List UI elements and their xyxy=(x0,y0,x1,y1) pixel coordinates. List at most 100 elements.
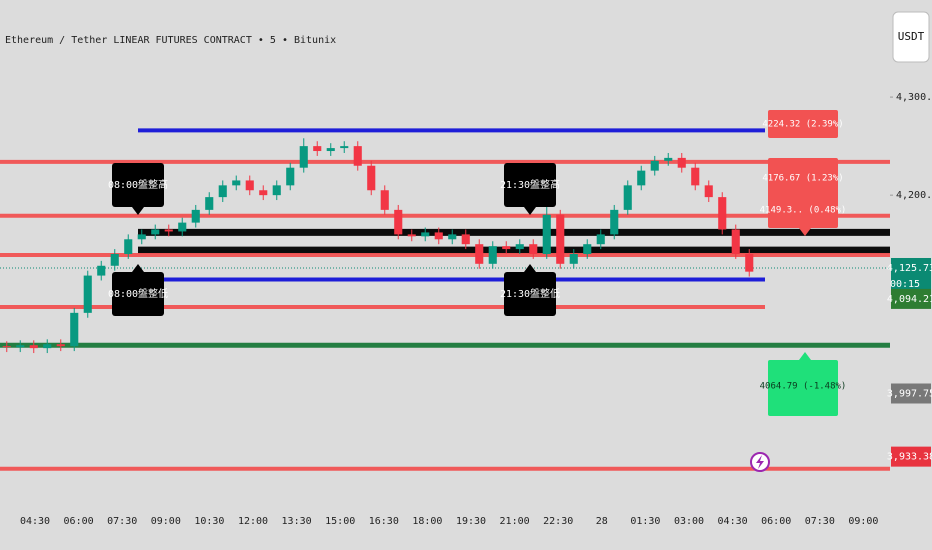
candle-body xyxy=(664,157,673,161)
candle-body xyxy=(434,232,443,240)
annotation-box xyxy=(504,272,556,316)
candle-body xyxy=(137,234,146,240)
candle-body xyxy=(488,246,497,264)
candle-body xyxy=(394,209,403,235)
price-marker xyxy=(891,257,931,294)
x-tick-label: 16:30 xyxy=(369,516,399,527)
candle-body xyxy=(43,344,52,349)
target-pointer xyxy=(799,352,811,360)
indicator-bolt xyxy=(756,455,764,469)
target-box xyxy=(768,360,838,416)
candle-body xyxy=(704,185,713,198)
x-tick-label: 06:00 xyxy=(64,516,94,527)
target-pointer xyxy=(799,228,811,236)
currency[interactable]: USDT xyxy=(898,30,925,43)
target-label: 4064.79 (-1.48%) xyxy=(760,382,847,392)
candle-body xyxy=(731,229,740,254)
price-marker xyxy=(891,383,931,404)
annotation-box xyxy=(112,272,164,316)
candle-body xyxy=(556,214,565,264)
x-tick-label: 13:30 xyxy=(282,516,312,527)
candle-body xyxy=(16,345,25,348)
x-tick-label: 19:30 xyxy=(456,516,486,527)
candle-body xyxy=(326,148,335,152)
candle-body xyxy=(205,197,214,210)
candle-body xyxy=(151,229,160,235)
candle-body xyxy=(718,197,727,230)
annotation-pointer xyxy=(524,264,536,272)
candle-body xyxy=(502,246,511,250)
x-tick-label: 09:00 xyxy=(848,516,878,527)
chart-title: Ethereum / Tether LINEAR FUTURES CONTRAC… xyxy=(5,35,336,46)
price-marker-label: 4,125.73 xyxy=(887,263,932,274)
candle-body xyxy=(691,167,700,186)
candle-body xyxy=(178,222,187,232)
candle-body xyxy=(529,244,538,254)
x-tick-label: 15:00 xyxy=(325,516,355,527)
x-tick-label: 12:00 xyxy=(238,516,268,527)
price-marker xyxy=(891,288,931,309)
candle-body xyxy=(70,312,79,347)
candle-body xyxy=(367,165,376,191)
candle-body xyxy=(745,254,754,272)
x-tick-label: 10:30 xyxy=(194,516,224,527)
candle-body xyxy=(353,146,362,166)
candle-body xyxy=(596,234,605,245)
candle-body xyxy=(299,146,308,168)
price-marker xyxy=(891,446,931,467)
candle-body xyxy=(583,244,592,254)
x-tick-label: 06:00 xyxy=(761,516,791,527)
target-label: 4149.3.. (0.48%) xyxy=(760,206,847,216)
annotation-pointer xyxy=(524,207,536,215)
candle-body xyxy=(650,160,659,171)
x-tick-label: 07:30 xyxy=(805,516,835,527)
x-tick-label: 22:30 xyxy=(543,516,573,527)
x-tick-label: 04:30 xyxy=(20,516,50,527)
candle-body xyxy=(245,180,254,191)
x-tick-label: 09:00 xyxy=(151,516,181,527)
currency-button[interactable] xyxy=(892,11,930,63)
y-tick-label: 4,200.00 xyxy=(896,190,932,201)
target-label: 4224.32 (2.39%) xyxy=(762,120,843,130)
candle-body xyxy=(623,185,632,210)
candle-body xyxy=(677,157,686,168)
x-tick-label: 28 xyxy=(596,516,608,527)
x-tick-label: 04:30 xyxy=(718,516,748,527)
x-tick-label: 21:00 xyxy=(500,516,530,527)
annotation-box xyxy=(112,163,164,207)
countdown: 00:15 xyxy=(890,279,920,290)
candle-body xyxy=(475,244,484,264)
target-label: 4176.67 (1.23%) xyxy=(762,174,843,184)
candle-body xyxy=(637,170,646,186)
candle-body xyxy=(191,209,200,223)
candle-body xyxy=(272,185,281,196)
annotation-label: 08:00盤整低 xyxy=(108,287,168,300)
annotation-box xyxy=(504,163,556,207)
candle-body xyxy=(380,190,389,210)
annotation-label: 08:00盤整高 xyxy=(108,178,168,191)
candle-body xyxy=(29,345,38,349)
x-tick-label: 03:00 xyxy=(674,516,704,527)
candle-body xyxy=(164,229,173,232)
candle-body xyxy=(461,234,470,245)
target-box xyxy=(768,158,838,228)
candle-body xyxy=(515,244,524,250)
candle-body xyxy=(97,265,106,276)
annotation-pointer xyxy=(132,207,144,215)
annotation-pointer xyxy=(132,264,144,272)
candle-body xyxy=(340,146,349,149)
candle-body xyxy=(569,254,578,264)
candle-body xyxy=(218,185,227,198)
candle-body xyxy=(259,190,268,196)
candle-body xyxy=(232,180,241,186)
x-tick-label: 18:00 xyxy=(412,516,442,527)
candle-body xyxy=(124,239,133,254)
price-marker-label: 4,094.21 xyxy=(887,294,932,305)
candle-body xyxy=(313,146,322,152)
price-marker-label: 3,933.38 xyxy=(887,452,932,463)
y-tick-label: 4,300.00 xyxy=(896,92,932,103)
candle-body xyxy=(56,344,65,347)
candle-body xyxy=(448,234,457,240)
